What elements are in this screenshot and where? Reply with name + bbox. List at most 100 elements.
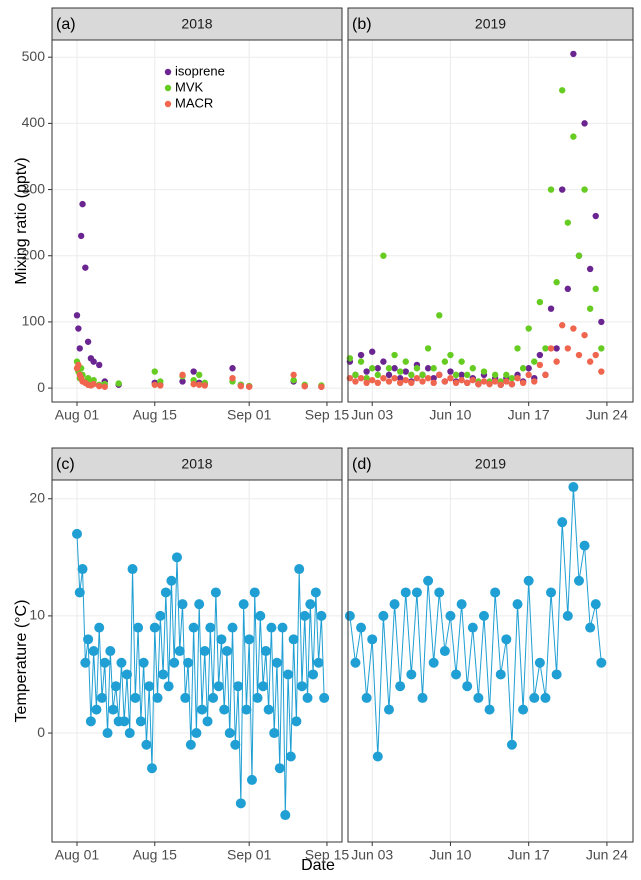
point <box>133 622 144 633</box>
x-tick-label: Sep 15 <box>305 407 350 423</box>
point <box>269 728 280 739</box>
point <box>579 540 590 551</box>
x-tick-label: Aug 15 <box>133 847 178 863</box>
point <box>299 610 310 621</box>
point <box>553 345 560 352</box>
point <box>536 361 544 369</box>
point <box>559 87 566 94</box>
point <box>581 186 588 193</box>
y-tick-label: 100 <box>22 313 46 329</box>
point <box>396 368 404 375</box>
point <box>519 379 527 387</box>
point <box>531 378 538 385</box>
point <box>508 380 516 388</box>
y-tick-label: 300 <box>22 180 46 196</box>
point <box>417 692 428 703</box>
point <box>396 374 404 382</box>
point <box>79 200 86 208</box>
point <box>458 371 465 379</box>
point <box>430 365 437 372</box>
legend-marker <box>164 68 172 76</box>
point <box>445 610 456 621</box>
point <box>495 669 506 680</box>
point <box>352 371 359 379</box>
point <box>523 575 534 586</box>
point <box>559 186 566 193</box>
point <box>75 325 82 332</box>
point <box>357 358 365 365</box>
point <box>598 318 605 326</box>
point <box>475 380 482 388</box>
y-tick-label: 0 <box>37 379 45 395</box>
point <box>369 348 376 355</box>
point <box>551 669 562 680</box>
panel-label: (b) <box>352 16 372 33</box>
point <box>378 610 389 621</box>
point <box>514 374 521 382</box>
x-tick-label: Jun 17 <box>508 847 550 863</box>
point <box>155 610 166 621</box>
point <box>462 681 473 692</box>
point <box>484 704 495 715</box>
panel-background <box>52 40 342 402</box>
point <box>592 285 599 293</box>
point <box>452 371 460 379</box>
point <box>241 704 252 715</box>
point <box>547 186 555 193</box>
point <box>374 371 382 379</box>
point <box>486 380 493 388</box>
point <box>568 482 579 493</box>
point <box>73 312 81 319</box>
point <box>436 312 443 319</box>
point <box>356 622 367 633</box>
point <box>188 622 199 633</box>
panel-background <box>348 480 633 842</box>
point <box>542 371 549 379</box>
x-tick-label: Aug 01 <box>55 407 100 423</box>
point <box>536 298 544 306</box>
point <box>464 379 471 387</box>
point <box>491 371 499 379</box>
point <box>84 338 92 345</box>
point <box>473 692 484 703</box>
strip <box>347 7 634 41</box>
strip <box>51 447 343 481</box>
point <box>160 587 171 598</box>
x-tick-label: Jun 24 <box>586 847 628 863</box>
panel-background <box>52 480 342 842</box>
point <box>380 374 387 382</box>
point <box>411 587 422 598</box>
point <box>391 365 398 372</box>
point <box>389 599 400 610</box>
point <box>258 681 269 692</box>
point <box>235 798 246 809</box>
point <box>151 368 158 375</box>
point <box>196 704 207 715</box>
point <box>83 634 94 645</box>
point <box>490 587 501 598</box>
point <box>464 371 471 379</box>
y-tick-label: 500 <box>22 48 46 64</box>
point <box>308 669 319 680</box>
point <box>402 358 409 365</box>
point <box>391 351 398 359</box>
point <box>503 371 510 379</box>
point <box>85 716 96 727</box>
panel-label: (c) <box>56 456 75 473</box>
point <box>127 564 138 575</box>
point <box>101 383 108 390</box>
point <box>350 657 361 668</box>
point <box>260 646 271 657</box>
point <box>447 368 454 375</box>
point <box>263 704 274 715</box>
point <box>536 351 544 359</box>
point <box>135 716 146 727</box>
point <box>246 774 257 785</box>
point <box>169 657 180 668</box>
point <box>221 646 232 657</box>
point <box>290 376 297 384</box>
point <box>71 528 82 539</box>
point <box>146 763 157 774</box>
point <box>395 681 406 692</box>
point <box>430 374 437 382</box>
